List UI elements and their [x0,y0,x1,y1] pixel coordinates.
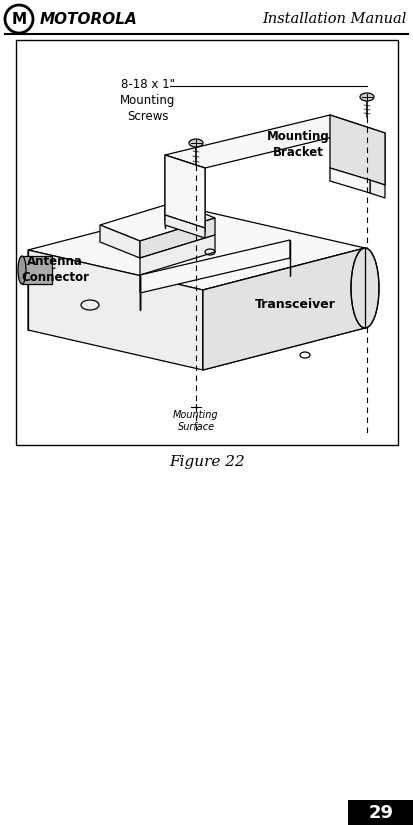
Ellipse shape [351,248,379,328]
Bar [348,800,413,825]
Text: Installation Manual: Installation Manual [263,12,407,26]
Polygon shape [165,215,205,238]
Text: Mounting
Bracket: Mounting Bracket [267,130,330,159]
Polygon shape [203,248,365,370]
Text: MOTOROLA: MOTOROLA [40,12,138,26]
Ellipse shape [360,93,374,101]
Text: M: M [12,12,26,27]
Polygon shape [330,115,370,180]
Polygon shape [203,248,365,370]
Polygon shape [165,208,205,232]
Ellipse shape [189,139,203,147]
Polygon shape [330,168,370,193]
Polygon shape [100,202,215,241]
Polygon shape [22,256,52,284]
Polygon shape [28,250,203,370]
Polygon shape [165,155,205,220]
Text: 8-18 x 1"
Mounting
Screws: 8-18 x 1" Mounting Screws [120,78,176,123]
Text: Transceiver: Transceiver [254,299,335,312]
Polygon shape [140,235,215,275]
Ellipse shape [18,256,26,284]
Polygon shape [370,128,385,185]
Polygon shape [28,208,365,290]
Text: Figure 22: Figure 22 [169,455,245,469]
Polygon shape [330,115,385,185]
Text: Antenna
Connector: Antenna Connector [21,255,89,284]
Polygon shape [100,225,140,258]
Polygon shape [140,218,215,258]
Text: Mounting
Surface: Mounting Surface [173,410,219,431]
Polygon shape [140,240,290,293]
Polygon shape [165,115,370,168]
Text: 29: 29 [368,804,394,822]
Polygon shape [165,155,205,228]
Polygon shape [370,180,385,198]
Bar [16,40,398,445]
